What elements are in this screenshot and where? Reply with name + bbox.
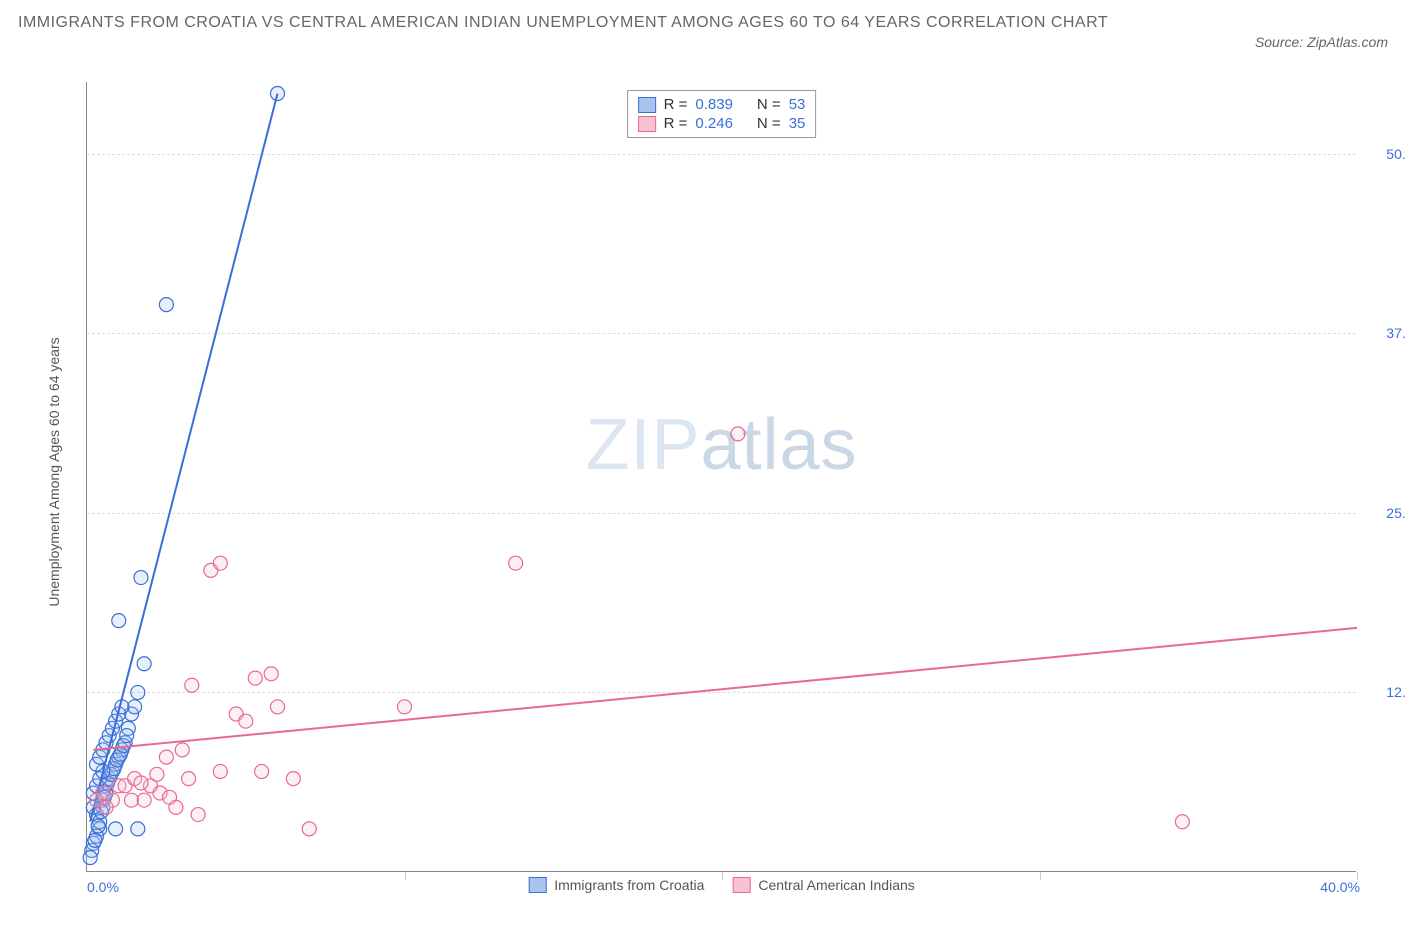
- source-label: Source: ZipAtlas.com: [1255, 34, 1388, 50]
- r-value-croatia: 0.839: [695, 96, 733, 113]
- swatch-cai: [732, 877, 750, 893]
- chart-svg: [87, 82, 1356, 871]
- r-value-cai: 0.246: [695, 115, 733, 132]
- y-axis-label: Unemployment Among Ages 60 to 64 years: [46, 337, 62, 606]
- series-legend: Immigrants from Croatia Central American…: [528, 877, 915, 893]
- chart-title: IMMIGRANTS FROM CROATIA VS CENTRAL AMERI…: [18, 10, 1108, 36]
- legend-item-cai: Central American Indians: [732, 877, 914, 893]
- stats-row-croatia: R = 0.839 N = 53: [638, 95, 806, 114]
- legend-item-croatia: Immigrants from Croatia: [528, 877, 704, 893]
- swatch-croatia: [638, 97, 656, 113]
- n-label: N =: [757, 96, 781, 113]
- chart-container: Unemployment Among Ages 60 to 64 years Z…: [56, 72, 1386, 902]
- swatch-cai: [638, 116, 656, 132]
- n-value-cai: 35: [789, 115, 806, 132]
- legend-label-cai: Central American Indians: [758, 877, 914, 893]
- r-label: R =: [664, 115, 688, 132]
- plot-area: ZIPatlas R = 0.839 N = 53 R = 0.246 N = …: [86, 82, 1356, 872]
- legend-label-croatia: Immigrants from Croatia: [554, 877, 704, 893]
- n-label: N =: [757, 115, 781, 132]
- stats-legend: R = 0.839 N = 53 R = 0.246 N = 35: [627, 90, 817, 138]
- n-value-croatia: 53: [789, 96, 806, 113]
- swatch-croatia: [528, 877, 546, 893]
- r-label: R =: [664, 96, 688, 113]
- stats-row-cai: R = 0.246 N = 35: [638, 114, 806, 133]
